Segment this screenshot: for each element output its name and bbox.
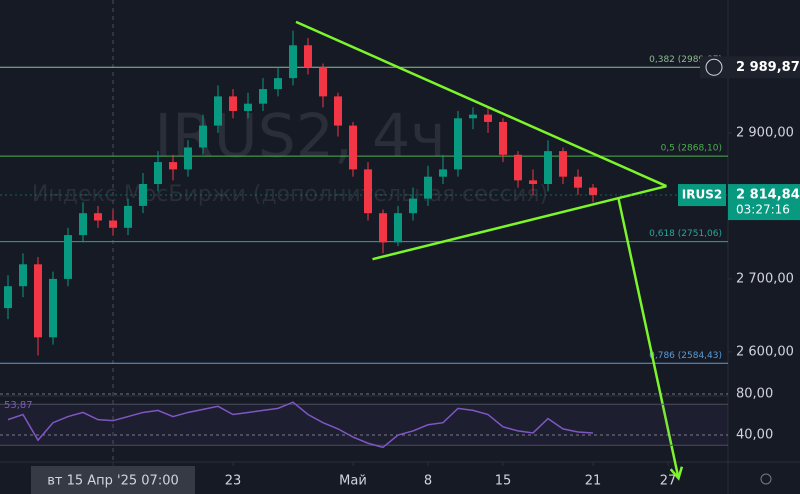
- x-tick-label: 21: [585, 474, 602, 489]
- candle-body: [48, 278, 57, 338]
- candle-body: [168, 162, 177, 170]
- last-price-box: [728, 184, 800, 221]
- rsi-tick-label: 80,00: [736, 387, 773, 402]
- candle-body: [138, 183, 147, 206]
- candle-body: [213, 96, 222, 126]
- rsi-tick-label: 40,00: [736, 428, 773, 443]
- y-tick-label: 2 700,00: [736, 271, 794, 286]
- candle-body: [348, 125, 357, 170]
- x-tick-label: 23: [225, 474, 242, 489]
- candle-body: [573, 176, 582, 188]
- countdown-label: 03:27:16: [736, 203, 790, 217]
- level-price-box: [700, 56, 800, 79]
- candle-body: [468, 114, 477, 119]
- candle-body: [243, 103, 252, 111]
- fib-level-label: 0,618 (2751,06): [649, 229, 722, 239]
- add-alert-icon: [705, 58, 723, 76]
- candle-body: [33, 264, 42, 338]
- candle-body: [153, 162, 162, 184]
- candle-body: [318, 67, 327, 97]
- y-tick-label: 2 900,00: [736, 125, 794, 140]
- candle-body: [453, 118, 462, 170]
- candle-body: [513, 154, 522, 181]
- last-price-label: 2 814,84: [736, 188, 800, 203]
- x-tick-label: 15: [495, 474, 512, 489]
- candle-body: [183, 147, 192, 170]
- candle-body: [528, 180, 537, 184]
- candle-body: [543, 151, 552, 184]
- candle-body: [483, 114, 492, 122]
- candle-body: [378, 213, 387, 243]
- candle-body: [198, 125, 207, 148]
- fib-level-label: 0,382 (2989,87): [649, 55, 722, 65]
- watermark-subtitle: Индекс МосБиржи (дополнительная сессия): [32, 182, 548, 207]
- candle-body: [63, 235, 72, 279]
- candle-body: [18, 264, 27, 287]
- candle-body: [558, 151, 567, 177]
- candle-body: [438, 169, 447, 177]
- trend-line: [295, 20, 668, 188]
- candle-body: [108, 220, 117, 228]
- level-price-label: 2 989,87: [736, 60, 800, 75]
- candle-body: [78, 213, 87, 236]
- candle-body: [423, 176, 432, 199]
- trend-line: [617, 198, 680, 479]
- candle-body: [288, 45, 297, 79]
- candle-body: [93, 213, 102, 221]
- ticker-box: [678, 184, 726, 207]
- x-tick-label: 8: [424, 474, 432, 489]
- fib-level-label: 0,786 (2584,43): [649, 351, 722, 361]
- rsi-band-fill: [0, 404, 728, 446]
- rsi-line: [7, 401, 594, 449]
- settings-icon[interactable]: [760, 473, 772, 485]
- candle-body: [258, 89, 267, 104]
- x-tick-label: 27: [660, 474, 677, 489]
- candle-body: [363, 169, 372, 214]
- y-tick-label: 2 600,00: [736, 344, 794, 359]
- x-tick-label: вт 15 Апр '25 07:00: [47, 474, 179, 489]
- candle-body: [498, 121, 507, 155]
- candle-body: [123, 205, 132, 228]
- candle-body: [408, 198, 417, 214]
- candle-body: [273, 78, 282, 90]
- ticker-label: IRUS2: [682, 188, 722, 202]
- watermark: IRUS2, 4ч: [154, 102, 445, 172]
- fib-level-label: 0,5 (2868,10): [661, 144, 722, 154]
- rsi-value-label: 53,87: [4, 400, 33, 411]
- arrow-head: [669, 466, 684, 481]
- candle-body: [393, 213, 402, 243]
- candle-body: [303, 45, 312, 68]
- x-tick-label: Май: [339, 474, 367, 489]
- trend-line: [372, 184, 667, 261]
- candle-body: [3, 286, 12, 309]
- candle-body: [588, 187, 597, 195]
- crosshair-time-box: [30, 466, 195, 494]
- candle-body: [333, 96, 342, 126]
- candle-body: [228, 96, 237, 111]
